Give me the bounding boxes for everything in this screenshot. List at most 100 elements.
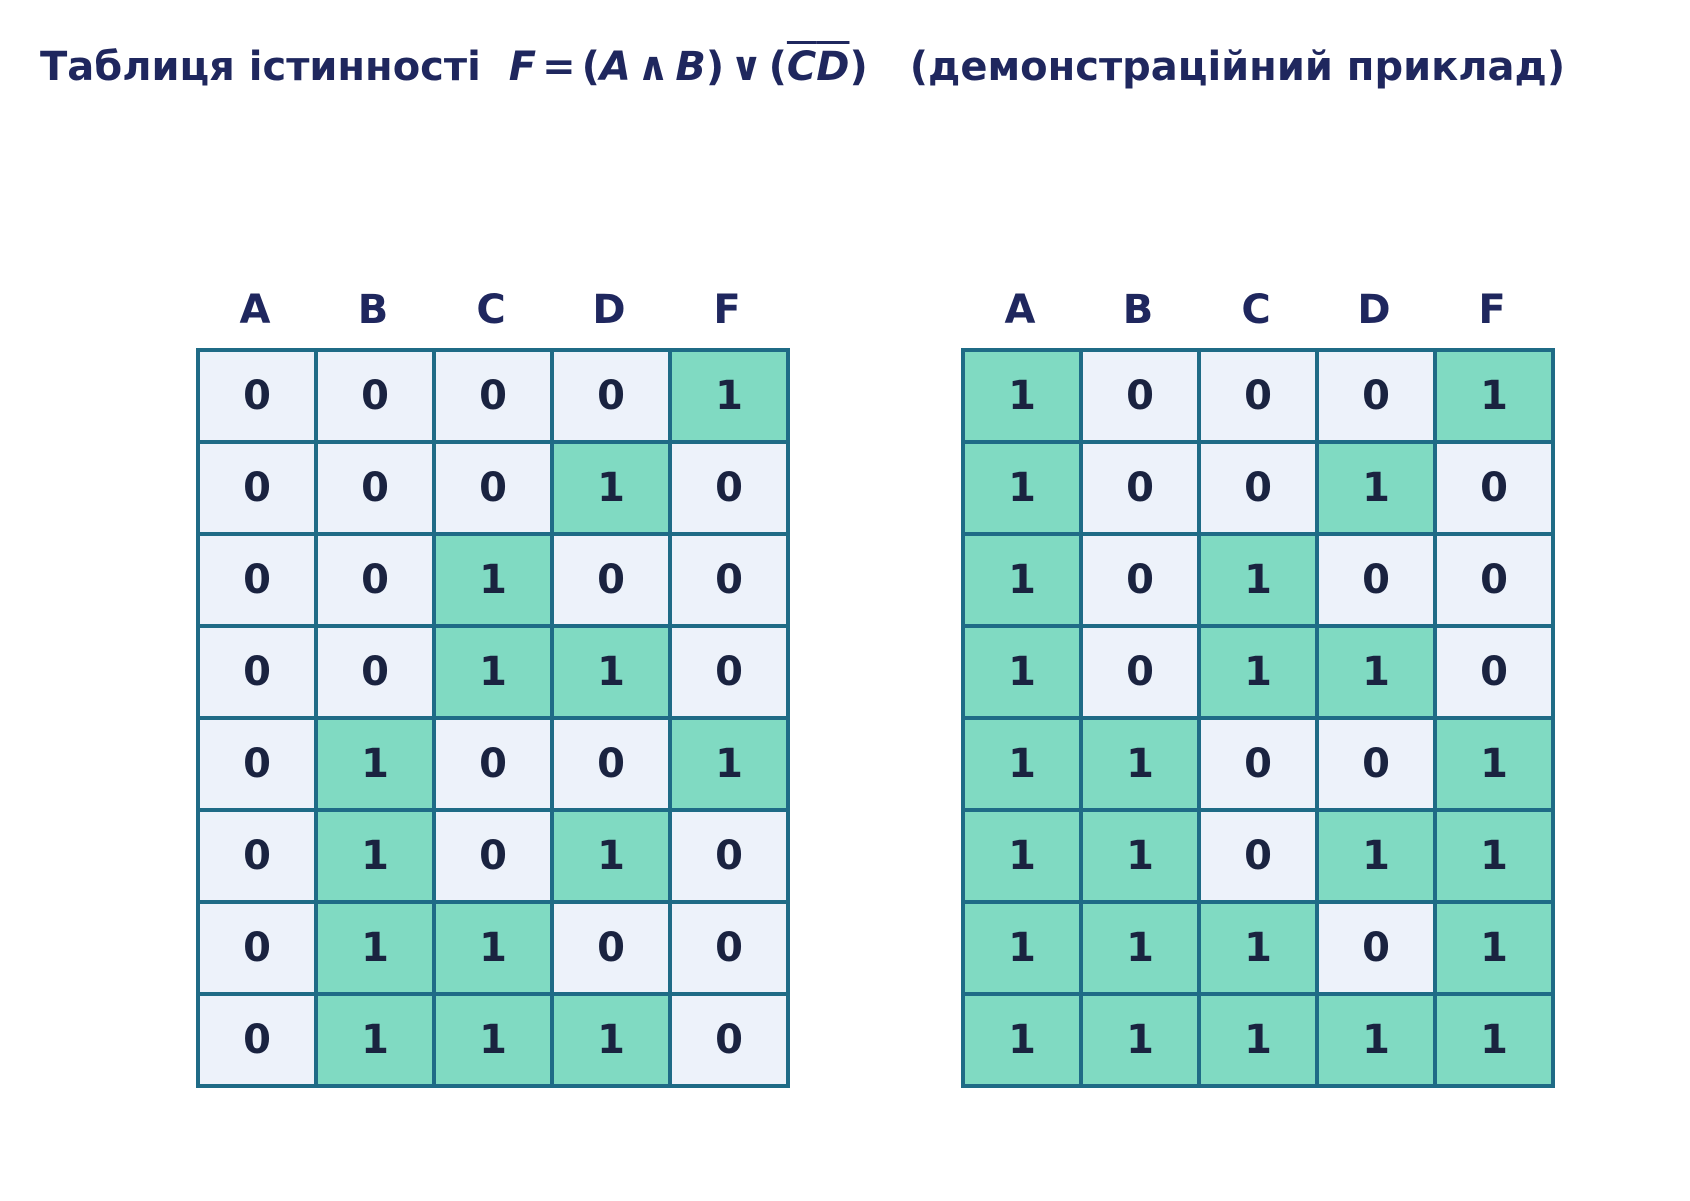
cell-c: 0 bbox=[434, 442, 552, 534]
cell-a: 1 bbox=[963, 902, 1081, 994]
title-prefix: Таблиця істинності bbox=[40, 44, 481, 90]
cell-d: 0 bbox=[552, 902, 670, 994]
cell-f: 1 bbox=[1435, 902, 1553, 994]
title-or: ∨ bbox=[730, 44, 763, 90]
cell-d: 1 bbox=[552, 810, 670, 902]
cell-a: 0 bbox=[198, 902, 316, 994]
cell-d: 0 bbox=[1317, 902, 1435, 994]
cell-f: 1 bbox=[670, 718, 788, 810]
cell-b: 1 bbox=[316, 902, 434, 994]
cell-b: 0 bbox=[1081, 442, 1199, 534]
cell-b: 1 bbox=[1081, 718, 1199, 810]
cell-f: 0 bbox=[670, 442, 788, 534]
header-c: C bbox=[476, 287, 506, 333]
cell-c: 1 bbox=[1199, 902, 1317, 994]
title-open-paren-1: ( bbox=[581, 44, 600, 90]
cell-b: 0 bbox=[1081, 626, 1199, 718]
header-f: F bbox=[713, 287, 741, 333]
header-f: F bbox=[1478, 287, 1506, 333]
title-eq: = bbox=[542, 44, 576, 90]
cell-f: 0 bbox=[670, 902, 788, 994]
title-close-paren-2: ) bbox=[849, 44, 868, 90]
cell-b: 1 bbox=[1081, 902, 1199, 994]
cell-a: 1 bbox=[963, 534, 1081, 626]
cell-c: 1 bbox=[434, 902, 552, 994]
cell-d: 1 bbox=[1317, 994, 1435, 1086]
cell-f: 0 bbox=[1435, 626, 1553, 718]
title-suffix: (демонстраційний приклад) bbox=[909, 44, 1566, 90]
header-b: B bbox=[357, 287, 389, 333]
cell-c: 1 bbox=[1199, 626, 1317, 718]
cell-a: 0 bbox=[198, 994, 316, 1086]
cell-d: 0 bbox=[552, 718, 670, 810]
table-header-row: A B C D F bbox=[961, 284, 1551, 336]
cell-a: 0 bbox=[198, 626, 316, 718]
cell-c: 0 bbox=[434, 810, 552, 902]
cell-c: 1 bbox=[434, 534, 552, 626]
title-var-f: F bbox=[508, 44, 537, 90]
cell-f: 0 bbox=[670, 534, 788, 626]
cell-d: 1 bbox=[552, 626, 670, 718]
cell-a: 0 bbox=[198, 534, 316, 626]
cell-f: 0 bbox=[1435, 442, 1553, 534]
cell-f: 0 bbox=[670, 994, 788, 1086]
cell-c: 1 bbox=[1199, 534, 1317, 626]
cell-a: 0 bbox=[198, 442, 316, 534]
cell-a: 1 bbox=[963, 626, 1081, 718]
cell-a: 0 bbox=[198, 810, 316, 902]
cell-d: 1 bbox=[1317, 442, 1435, 534]
title-var-d-bar: D bbox=[816, 44, 850, 90]
cell-c: 0 bbox=[1199, 442, 1317, 534]
cell-c: 0 bbox=[434, 718, 552, 810]
cell-b: 1 bbox=[1081, 810, 1199, 902]
cell-d: 1 bbox=[1317, 810, 1435, 902]
cell-c: 0 bbox=[1199, 810, 1317, 902]
cell-f: 0 bbox=[1435, 534, 1553, 626]
table-header-row: A B C D F bbox=[196, 284, 786, 336]
cell-d: 0 bbox=[1317, 534, 1435, 626]
cell-f: 1 bbox=[1435, 718, 1553, 810]
header-d: D bbox=[592, 287, 626, 333]
cell-d: 0 bbox=[1317, 718, 1435, 810]
cell-d: 0 bbox=[1317, 350, 1435, 442]
cell-f: 1 bbox=[1435, 350, 1553, 442]
cell-b: 0 bbox=[316, 534, 434, 626]
cell-a: 0 bbox=[198, 350, 316, 442]
cell-b: 1 bbox=[316, 718, 434, 810]
cell-b: 1 bbox=[1081, 994, 1199, 1086]
cell-f: 1 bbox=[670, 350, 788, 442]
cell-b: 1 bbox=[316, 994, 434, 1086]
cell-a: 0 bbox=[198, 718, 316, 810]
cell-d: 1 bbox=[552, 994, 670, 1086]
page-title: Таблиця істинності F = (A ∧ B) ∨ (CD) (демонстра… bbox=[40, 42, 1565, 92]
title-var-c-bar: C bbox=[786, 44, 817, 90]
title-var-a: A bbox=[599, 44, 631, 90]
cell-f: 1 bbox=[1435, 994, 1553, 1086]
cell-c: 1 bbox=[434, 626, 552, 718]
title-close-paren-1: ) bbox=[705, 44, 725, 90]
cell-c: 1 bbox=[1199, 994, 1317, 1086]
cell-b: 0 bbox=[316, 350, 434, 442]
header-b: B bbox=[1122, 287, 1154, 333]
title-open-paren-2: ( bbox=[768, 44, 787, 90]
cell-f: 0 bbox=[670, 810, 788, 902]
cell-a: 1 bbox=[963, 810, 1081, 902]
cell-a: 1 bbox=[963, 718, 1081, 810]
cell-b: 0 bbox=[1081, 534, 1199, 626]
cell-a: 1 bbox=[963, 442, 1081, 534]
cell-d: 0 bbox=[552, 534, 670, 626]
header-c: C bbox=[1241, 287, 1271, 333]
cell-f: 0 bbox=[670, 626, 788, 718]
cell-c: 1 bbox=[434, 994, 552, 1086]
cell-d: 0 bbox=[552, 350, 670, 442]
cell-c: 0 bbox=[1199, 718, 1317, 810]
cell-b: 0 bbox=[1081, 350, 1199, 442]
title-and: ∧ bbox=[636, 44, 670, 90]
cell-c: 0 bbox=[434, 350, 552, 442]
cell-d: 1 bbox=[1317, 626, 1435, 718]
cell-a: 1 bbox=[963, 994, 1081, 1086]
